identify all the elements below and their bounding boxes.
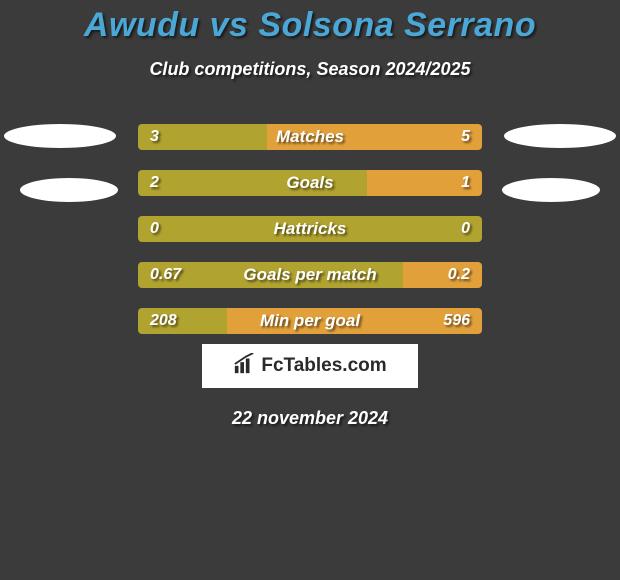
logo-chart-icon	[233, 353, 255, 380]
decor-ellipse-left-1	[4, 124, 116, 148]
bar-segment-left	[138, 216, 482, 242]
footer-date: 22 november 2024	[0, 408, 620, 429]
bar-row: 35Matches	[138, 124, 482, 150]
logo-text: FcTables.com	[261, 355, 386, 377]
page-title: Awudu vs Solsona Serrano	[0, 0, 620, 45]
logo-box: FcTables.com	[202, 344, 418, 388]
decor-ellipse-left-2	[20, 178, 118, 202]
bar-value-right: 0	[461, 216, 470, 242]
decor-ellipse-right-1	[504, 124, 616, 148]
bar-value-right: 0.2	[448, 262, 470, 288]
bar-segment-right	[267, 124, 482, 150]
page-subtitle: Club competitions, Season 2024/2025	[0, 59, 620, 80]
bar-row: 21Goals	[138, 170, 482, 196]
bar-value-left: 0	[150, 216, 159, 242]
bar-row: 0.670.2Goals per match	[138, 262, 482, 288]
bar-value-left: 3	[150, 124, 159, 150]
bar-segment-left	[138, 170, 367, 196]
bar-value-right: 596	[443, 308, 470, 334]
bar-segment-right	[403, 262, 482, 288]
bar-value-left: 2	[150, 170, 159, 196]
comparison-infographic: Awudu vs Solsona Serrano Club competitio…	[0, 0, 620, 429]
comparison-bars: 35Matches21Goals00Hattricks0.670.2Goals …	[138, 124, 482, 334]
bar-row: 208596Min per goal	[138, 308, 482, 334]
chart-stage: 35Matches21Goals00Hattricks0.670.2Goals …	[0, 124, 620, 429]
decor-ellipse-right-2	[502, 178, 600, 202]
bar-value-right: 1	[461, 170, 470, 196]
bar-value-left: 208	[150, 308, 177, 334]
bar-value-right: 5	[461, 124, 470, 150]
bar-value-left: 0.67	[150, 262, 181, 288]
bar-row: 00Hattricks	[138, 216, 482, 242]
